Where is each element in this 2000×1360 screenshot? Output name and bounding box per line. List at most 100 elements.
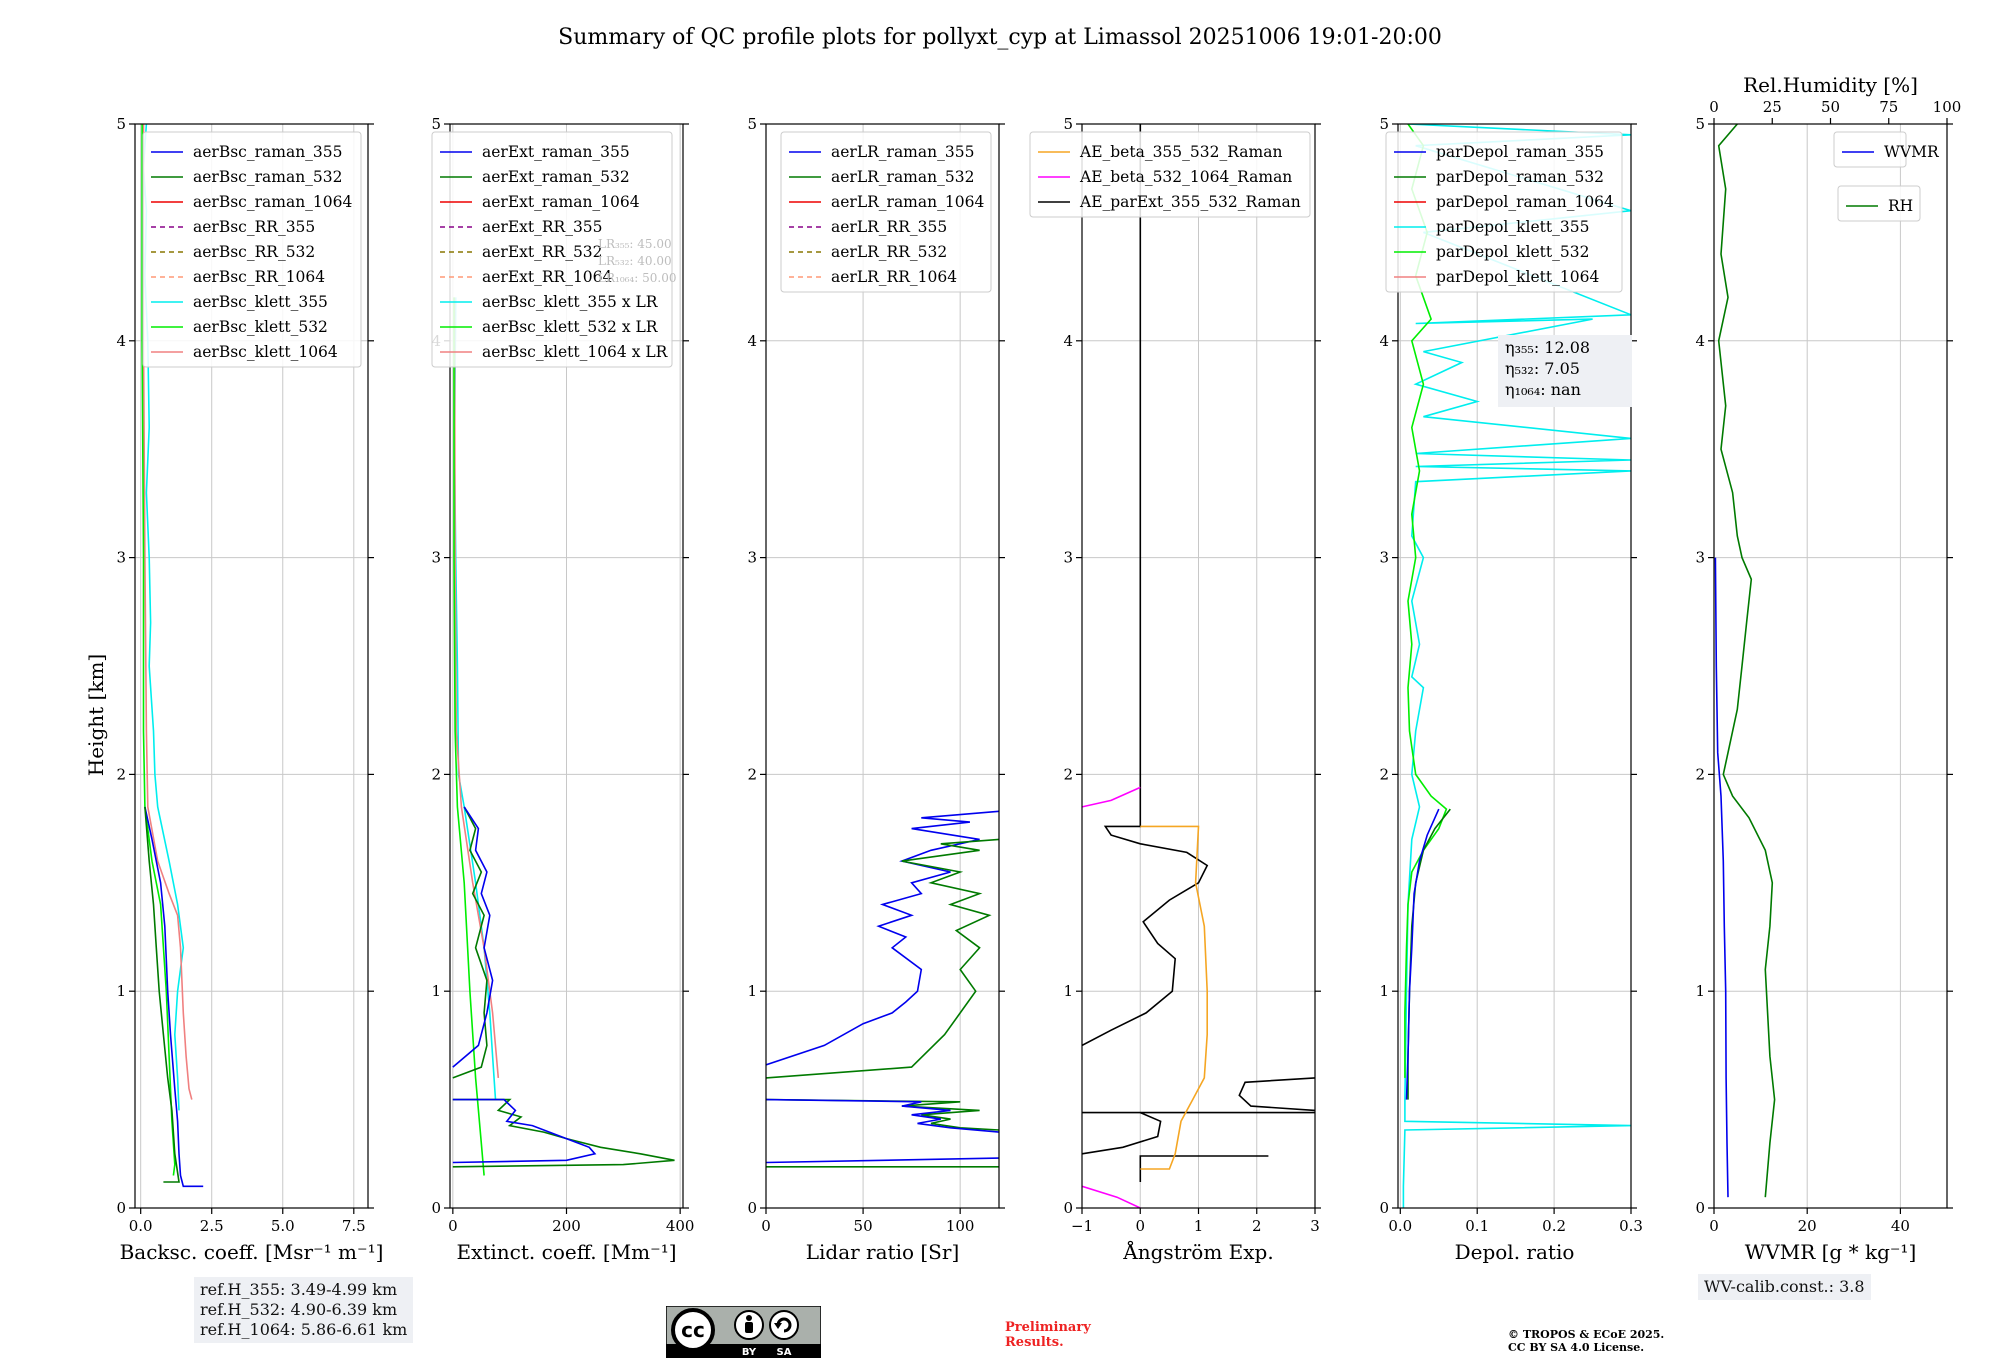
refh-1064: ref.H_1064: 5.86-6.61 km bbox=[200, 1320, 408, 1339]
series-line-aerext-raman-355-low bbox=[452, 1098, 597, 1164]
series-line-aerext-raman-532-low bbox=[452, 1098, 675, 1168]
series-group bbox=[766, 810, 999, 1168]
series-line-aerbsc-klett-355 x lr bbox=[453, 297, 497, 1100]
x-tick-label: 20 bbox=[1798, 1217, 1817, 1235]
series-line-aerext-raman-355 bbox=[452, 806, 494, 1068]
y-tick-label: 0 bbox=[747, 1199, 757, 1217]
preliminary-note: Preliminary Results. bbox=[1005, 1320, 1091, 1350]
top-x-tick-label: 25 bbox=[1763, 98, 1782, 116]
preliminary-line-1: Preliminary bbox=[1005, 1320, 1091, 1335]
legend-label: RH bbox=[1888, 197, 1913, 215]
refh-532: ref.H_532: 4.90-6.39 km bbox=[200, 1300, 398, 1319]
series-line-aerlr-raman-532-low bbox=[766, 1098, 999, 1131]
legend: WVMR bbox=[1833, 131, 1940, 168]
panels: 0 1 2 3 4 5 0.0 2.5 5.0 7.5 Backsc. coeff. [Msr⁻¹ … bbox=[116, 73, 1961, 1264]
legend-rh: RH bbox=[1837, 185, 1921, 222]
height-axis-label: Height [km] bbox=[84, 654, 108, 776]
x-tick-label: 0 bbox=[448, 1217, 458, 1235]
series-group bbox=[452, 297, 675, 1176]
y-tick-label: 2 bbox=[747, 765, 757, 783]
y-tick-label: 1 bbox=[747, 982, 757, 1000]
plot-frame bbox=[765, 123, 1000, 1209]
reference-height-box: ref.H_355: 3.49-4.99 km ref.H_532: 4.90-… bbox=[194, 1277, 414, 1343]
y-tick-label: 1 bbox=[431, 982, 441, 1000]
series-line-aerbsc-klett-1064 x lr bbox=[453, 297, 500, 1078]
legend-label: parDepol_klett_355 bbox=[1436, 218, 1589, 236]
y-tick-label: 2 bbox=[116, 765, 126, 783]
legend: aerBsc_raman_355 aerBsc_raman_532 aerBsc_r… bbox=[142, 131, 362, 368]
y-tick-label: 4 bbox=[1063, 332, 1073, 350]
series-line-aerlr-raman-355 bbox=[766, 810, 999, 1066]
y-tick-label: 2 bbox=[1063, 765, 1073, 783]
x-tick-label: 0.2 bbox=[1542, 1217, 1566, 1235]
x-tick-label: 50 bbox=[854, 1217, 873, 1235]
y-tick-label: 1 bbox=[1063, 982, 1073, 1000]
x-axis-label: WVMR [g * kg⁻¹] bbox=[1745, 1240, 1917, 1264]
legend-label: aerLR_RR_532 bbox=[831, 243, 947, 261]
series-line-aerlr-raman-355-base bbox=[766, 1157, 999, 1164]
x-tick-label: 3 bbox=[1310, 1217, 1320, 1235]
eta-box bbox=[1498, 335, 1632, 407]
legend-label: aerBsc_RR_532 bbox=[193, 243, 315, 261]
legend: AE_beta_355_532_Raman AE_beta_532_1064_Ra… bbox=[1029, 131, 1311, 218]
legend-label: AE_beta_532_1064_Raman bbox=[1079, 168, 1292, 186]
cc-by-sa-license-badge: cc BY SA bbox=[666, 1306, 821, 1358]
top-x-tick-label: 100 bbox=[1933, 98, 1962, 116]
legend: aerExt_raman_355 aerExt_raman_532 aerExt_r… bbox=[431, 131, 673, 368]
figure-title: Summary of QC profile plots for pollyxt_… bbox=[558, 25, 1442, 50]
x-tick-label: 0.3 bbox=[1619, 1217, 1643, 1235]
legend-label: aerBsc_klett_1064 bbox=[193, 343, 338, 361]
legend-label: aerLR_raman_355 bbox=[831, 143, 974, 161]
series-group bbox=[1714, 124, 1776, 1198]
legend-label: aerExt_raman_355 bbox=[482, 143, 630, 161]
y-tick-label: 2 bbox=[1379, 765, 1389, 783]
series-line-pardepol-raman-532 bbox=[1407, 808, 1451, 1100]
legend-box bbox=[1837, 185, 1921, 222]
x-tick-label: 2.5 bbox=[200, 1217, 224, 1235]
series-line-ae-beta-532-1064-raman bbox=[1082, 786, 1141, 808]
panel-2: 0123450200400Extinct. coeff. [Mm⁻¹]aerEx… bbox=[431, 115, 694, 1264]
legend-box bbox=[1385, 131, 1623, 293]
series-line-aerext-raman-532 bbox=[452, 806, 488, 1079]
x-tick-label: −1 bbox=[1071, 1217, 1093, 1235]
plot-frame bbox=[1713, 123, 1948, 1209]
wv-calib-text: WV-calib.const.: 3.8 bbox=[1704, 1277, 1865, 1296]
y-tick-label: 2 bbox=[1695, 765, 1705, 783]
plot-frame bbox=[134, 123, 369, 1209]
series-line-ae-parext-355-532-raman-low4 bbox=[1139, 1155, 1269, 1182]
eta-annotation: η₁₀₆₄: nan bbox=[1505, 380, 1581, 399]
y-tick-label: 3 bbox=[1063, 549, 1073, 567]
y-tick-label: 1 bbox=[116, 982, 126, 1000]
y-tick-label: 5 bbox=[116, 115, 126, 133]
copyright-line-1: © TROPOS & ECoE 2025. bbox=[1508, 1328, 1665, 1341]
y-tick-label: 5 bbox=[1379, 115, 1389, 133]
y-tick-label: 3 bbox=[116, 549, 126, 567]
legend-box bbox=[1833, 131, 1907, 168]
y-tick-label: 4 bbox=[1379, 332, 1389, 350]
y-tick-label: 1 bbox=[1695, 982, 1705, 1000]
x-axis-label: Lidar ratio [Sr] bbox=[806, 1240, 960, 1264]
legend-label: parDepol_klett_1064 bbox=[1436, 268, 1599, 286]
sa-share-icon bbox=[769, 1310, 799, 1340]
x-tick-label: 1 bbox=[1194, 1217, 1204, 1235]
y-tick-label: 0 bbox=[1695, 1199, 1705, 1217]
x-tick-label: 200 bbox=[552, 1217, 581, 1235]
legend-label: aerBsc_klett_532 bbox=[193, 318, 328, 336]
y-tick-label: 1 bbox=[1379, 982, 1389, 1000]
lr-annotation: LR₃₅₅: 45.00 bbox=[598, 237, 672, 251]
x-tick-label: 400 bbox=[666, 1217, 695, 1235]
legend-label: parDepol_raman_532 bbox=[1436, 168, 1604, 186]
wv-calibration-box: WV-calib.const.: 3.8 bbox=[1698, 1274, 1871, 1300]
y-tick-label: 5 bbox=[431, 115, 441, 133]
x-axis-label: Backsc. coeff. [Msr⁻¹ m⁻¹] bbox=[120, 1240, 384, 1264]
legend-label: aerBsc_raman_355 bbox=[193, 143, 343, 161]
y-tick-label: 0 bbox=[116, 1199, 126, 1217]
legend-label: aerBsc_RR_355 bbox=[193, 218, 315, 236]
y-tick-label: 2 bbox=[431, 765, 441, 783]
legend-box bbox=[431, 131, 673, 368]
copyright-note: © TROPOS & ECoE 2025. CC BY SA 4.0 Licen… bbox=[1508, 1328, 1664, 1354]
